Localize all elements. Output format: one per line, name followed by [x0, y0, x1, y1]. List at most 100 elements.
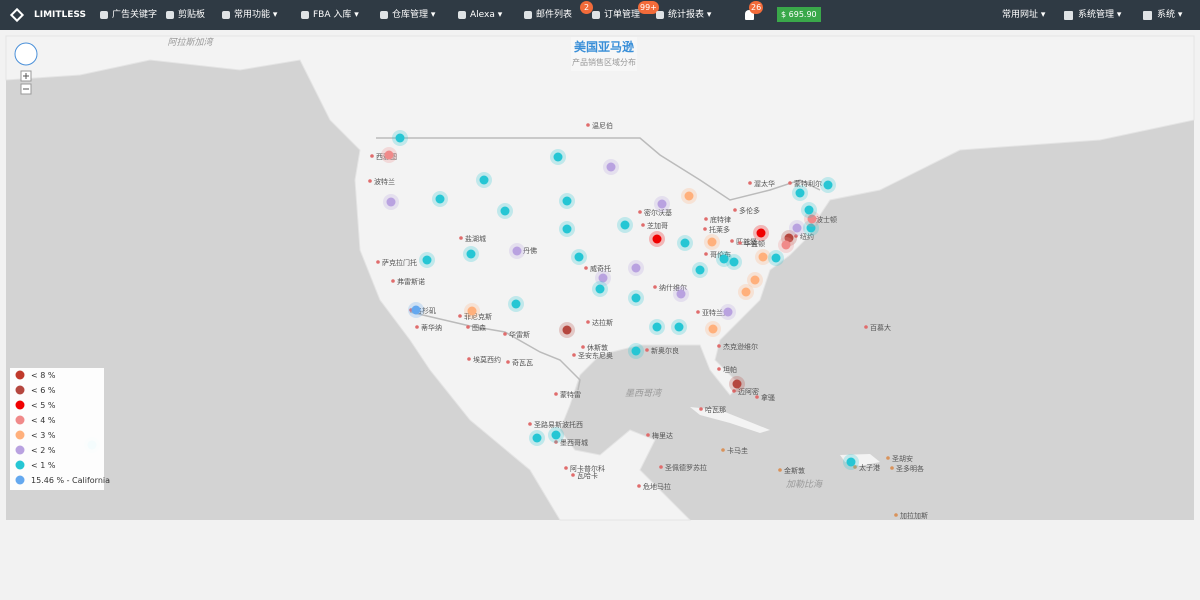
- city-dot: [368, 179, 372, 183]
- sales-point: [512, 246, 522, 256]
- caret: ▾: [272, 10, 278, 20]
- city-dot: [584, 266, 588, 270]
- city-label: 阿卡普尔科: [570, 464, 605, 473]
- sales-point: [631, 263, 641, 273]
- sales-point: [553, 152, 563, 162]
- city-label: 弗雷斯诺: [397, 277, 425, 286]
- sales-point: [719, 254, 729, 264]
- title-box: [571, 37, 637, 71]
- nav-item[interactable]: 邮件列表: [536, 10, 573, 20]
- city-label: 渥太华: [754, 179, 775, 188]
- sales-point: [804, 205, 814, 215]
- pan-control[interactable]: [14, 42, 38, 66]
- sea-label: 加勒比海: [786, 479, 824, 490]
- map-subtitle: 产品销售区域分布: [572, 57, 636, 67]
- city-label: 坦帕: [723, 365, 737, 374]
- nav-icon: [1143, 11, 1152, 20]
- city-label: 波特兰: [374, 177, 395, 186]
- cuba: [690, 407, 770, 433]
- nav-icon: [380, 11, 388, 19]
- city-label: 杰克逊维尔: [723, 342, 758, 351]
- nav-item[interactable]: 系统管理 ▾: [1078, 10, 1122, 20]
- nav-icon: [524, 11, 532, 19]
- city-dot: [730, 239, 734, 243]
- city-label: 丹佛: [523, 246, 537, 255]
- city-dot: [659, 465, 663, 469]
- city-dot: [571, 473, 575, 477]
- city-dot: [586, 320, 590, 324]
- city-dot: [704, 217, 708, 221]
- bell-icon[interactable]: [745, 10, 754, 20]
- legend-label: < 3 %: [31, 431, 56, 440]
- brand-logo: [9, 7, 25, 23]
- city-dot: [738, 241, 742, 245]
- sales-point: [707, 237, 717, 247]
- legend-box: [10, 368, 104, 490]
- city-label: 盐湖城: [465, 234, 486, 243]
- legend-label: < 2 %: [31, 446, 56, 455]
- city-dot: [554, 392, 558, 396]
- sales-map: 美国亚马逊 产品销售区域分布 阿拉斯加湾墨西哥湾加勒比海温尼伯西雅图波特兰萨克拉…: [5, 35, 1195, 521]
- badge: 2: [580, 1, 593, 14]
- city-dot: [641, 223, 645, 227]
- sales-point: [435, 194, 445, 204]
- nav-icon: [166, 11, 174, 19]
- sales-point: [723, 307, 733, 317]
- city-label: 金斯敦: [784, 466, 805, 475]
- city-dot: [645, 348, 649, 352]
- sales-point: [781, 240, 791, 250]
- city-label: 圣胡安: [892, 454, 913, 463]
- sales-point: [732, 379, 742, 389]
- sales-point: [784, 233, 794, 243]
- city-dot: [637, 484, 641, 488]
- sales-point: [684, 191, 694, 201]
- sea-label: 阿拉斯加湾: [167, 37, 214, 48]
- caret: ▾: [706, 10, 712, 20]
- nav-item[interactable]: 订单管理: [604, 10, 641, 20]
- nav-icon: [592, 11, 600, 19]
- city-label: 圣多明各: [896, 464, 924, 473]
- city-dot: [370, 154, 374, 158]
- legend-swatch: [15, 460, 25, 470]
- city-dot: [503, 332, 507, 336]
- city-label: 圣路易斯波托西: [534, 420, 583, 429]
- legend-label: < 5 %: [31, 401, 56, 410]
- sea-label: 墨西哥湾: [625, 388, 663, 399]
- sales-point: [676, 289, 686, 299]
- city-label: 埃莫西约: [473, 355, 501, 364]
- nav-item[interactable]: 常用网址 ▾: [1002, 10, 1046, 20]
- city-dot: [528, 422, 532, 426]
- legend-label: < 1 %: [31, 461, 56, 470]
- city-label: 威奇托: [590, 264, 611, 273]
- caret: ▾: [430, 10, 436, 20]
- city-label: 芝加哥: [647, 221, 668, 230]
- city-dot: [376, 260, 380, 264]
- city-dot: [564, 466, 568, 470]
- sales-point: [771, 253, 781, 263]
- sales-point: [574, 252, 584, 262]
- nav-item[interactable]: 系统 ▾: [1157, 10, 1183, 20]
- nav-item[interactable]: 常用功能 ▾: [234, 10, 278, 20]
- city-dot: [894, 513, 898, 517]
- city-label: 温尼伯: [592, 121, 613, 130]
- legend-swatch: [15, 415, 25, 425]
- nav-item[interactable]: 仓库管理 ▾: [392, 10, 436, 20]
- city-label: 纳什维尔: [659, 283, 687, 292]
- caret: ▾: [1040, 10, 1046, 20]
- city-dot: [721, 448, 725, 452]
- nav-item[interactable]: 统计报表 ▾: [668, 10, 712, 20]
- nav-item[interactable]: Alexa ▾: [470, 10, 503, 20]
- balance[interactable]: $ 695.90: [777, 7, 821, 22]
- sales-point: [384, 150, 394, 160]
- nav-icon: [1064, 11, 1073, 20]
- nav-item[interactable]: 剪贴板: [178, 10, 206, 20]
- city-label: 底特律: [710, 215, 731, 224]
- sales-point: [792, 223, 802, 233]
- sales-point: [741, 287, 751, 297]
- nav-item[interactable]: 广告关键字: [112, 10, 158, 20]
- sales-point: [657, 199, 667, 209]
- nav-item[interactable]: FBA 入库 ▾: [313, 10, 359, 20]
- badge: 99+: [638, 1, 659, 14]
- legend-label: < 6 %: [31, 386, 56, 395]
- nav-icon: [222, 11, 230, 19]
